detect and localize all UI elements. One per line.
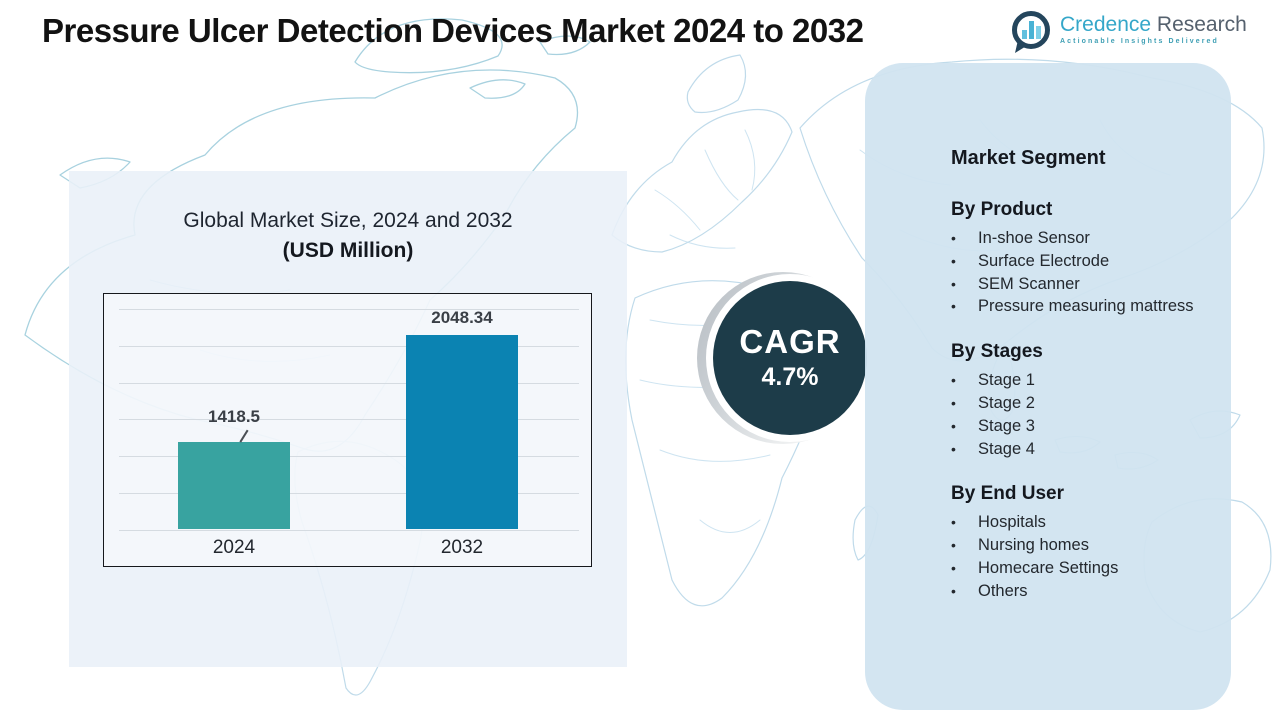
gridline (119, 456, 579, 458)
bar-value-label: 2048.34 (431, 308, 493, 328)
segment-item: • Homecare Settings (951, 557, 1201, 580)
gridline (119, 309, 579, 310)
segment-group-heading: By Stages (951, 341, 1043, 363)
gridline (119, 529, 579, 531)
segment-item-label: Surface Electrode (978, 251, 1110, 270)
chart-title-line2: (USD Million) (282, 239, 414, 262)
segment-item: • Stage 4 (951, 438, 1201, 461)
value-leader-line (239, 429, 249, 442)
bullet-icon: • (951, 582, 956, 599)
segment-item-label: Homecare Settings (978, 558, 1119, 577)
bar-rect-2032 (406, 335, 518, 529)
segment-groups: By Product • In-shoe Sensor • Surface Electr… (951, 199, 1201, 603)
bullet-icon: • (951, 275, 956, 292)
logo-brand-primary: Credence (1060, 13, 1152, 36)
segment-item: • SEM Scanner (951, 273, 1201, 296)
segment-item-label: Stage 2 (978, 393, 1035, 412)
chart-title-line1: Global Market Size, 2024 and 2032 (183, 209, 513, 232)
segment-item-label: In-shoe Sensor (978, 229, 1090, 247)
gridline (119, 382, 579, 384)
gridline (119, 493, 579, 494)
logo-brand-secondary: Research (1156, 13, 1247, 36)
logo-bar-chart-icon (1012, 11, 1050, 53)
bullet-icon: • (951, 298, 956, 315)
segment-item: • Stage 1 (951, 369, 1201, 392)
segment-item: • Nursing homes (951, 534, 1201, 557)
bar-category-label: 2032 (440, 537, 484, 558)
segment-item: • Stage 2 (951, 392, 1201, 415)
segment-group: By Stages • Stage 1 • Stage 2 • Stage 3 • Stage … (951, 341, 1201, 460)
segment-group-heading: By End User (951, 483, 1064, 505)
bullet-icon: • (951, 394, 956, 411)
logo-text: Credence Research Actionable Insights De… (1060, 8, 1247, 46)
segment-item: • Stage 3 (951, 415, 1201, 438)
segment-item: • Pressure measuring mattress (951, 295, 1201, 318)
logo-tagline: Actionable Insights Delivered (1060, 38, 1219, 45)
bar-category-label: 2024 (212, 537, 256, 558)
segment-group: By End User • Hospitals • Nursing homes • Home… (951, 483, 1201, 602)
segment-group-heading: By Product (951, 199, 1053, 220)
market-segment-panel: Market Segment By Product • In-shoe Sensor… (865, 63, 1231, 710)
gridline (119, 345, 579, 347)
cagr-badge: CAGR 4.7% (713, 281, 867, 435)
cagr-label: CAGR (739, 322, 841, 360)
segment-item: • Surface Electrode (951, 250, 1201, 273)
bar-2024: 1418.5 2024 (178, 407, 290, 558)
segment-item-label: SEM Scanner (978, 274, 1080, 293)
brand-logo: Credence Research Actionable Insights De… (1006, 8, 1247, 56)
segment-item-label: Stage 4 (978, 439, 1035, 458)
bullet-icon: • (951, 514, 956, 531)
bar-rect-2024 (178, 441, 290, 529)
bullet-icon: • (951, 252, 956, 269)
chart-panel: Global Market Size, 2024 and 2032 (USD M… (69, 171, 627, 667)
bar-value-label: 1418.5 (208, 406, 260, 426)
bar-2032: 2048.34 2032 (406, 308, 518, 558)
segment-item-label: Stage 3 (978, 416, 1035, 435)
segment-group: By Product • In-shoe Sensor • Surface Electr… (951, 199, 1201, 318)
segment-item-label: Nursing homes (978, 536, 1089, 555)
segment-item-label: Hospitals (978, 513, 1046, 532)
bar-chart-plot-area: 1418.5 2024 2048.34 2032 (103, 293, 592, 567)
segment-item: • In-shoe Sensor (951, 227, 1201, 250)
bullet-icon: • (951, 440, 956, 457)
segment-item: • Others (951, 580, 1201, 603)
segment-item: • Hospitals (951, 511, 1201, 534)
market-segment-title: Market Segment (951, 147, 1106, 169)
segment-item-label: Stage 1 (978, 371, 1035, 390)
bullet-icon: • (951, 559, 956, 576)
gridline (119, 419, 579, 421)
bullet-icon: • (951, 230, 956, 246)
logo-brand-name: Credence Research (1060, 14, 1247, 36)
segment-item-label: Others (978, 581, 1028, 600)
bullet-icon: • (951, 537, 956, 554)
segment-item-label: Pressure measuring mattress (978, 297, 1194, 316)
bullet-icon: • (951, 417, 956, 434)
bullet-icon: • (951, 372, 956, 389)
page-title: Pressure Ulcer Detection Devices Market … (42, 12, 864, 49)
cagr-value: 4.7% (761, 362, 819, 391)
